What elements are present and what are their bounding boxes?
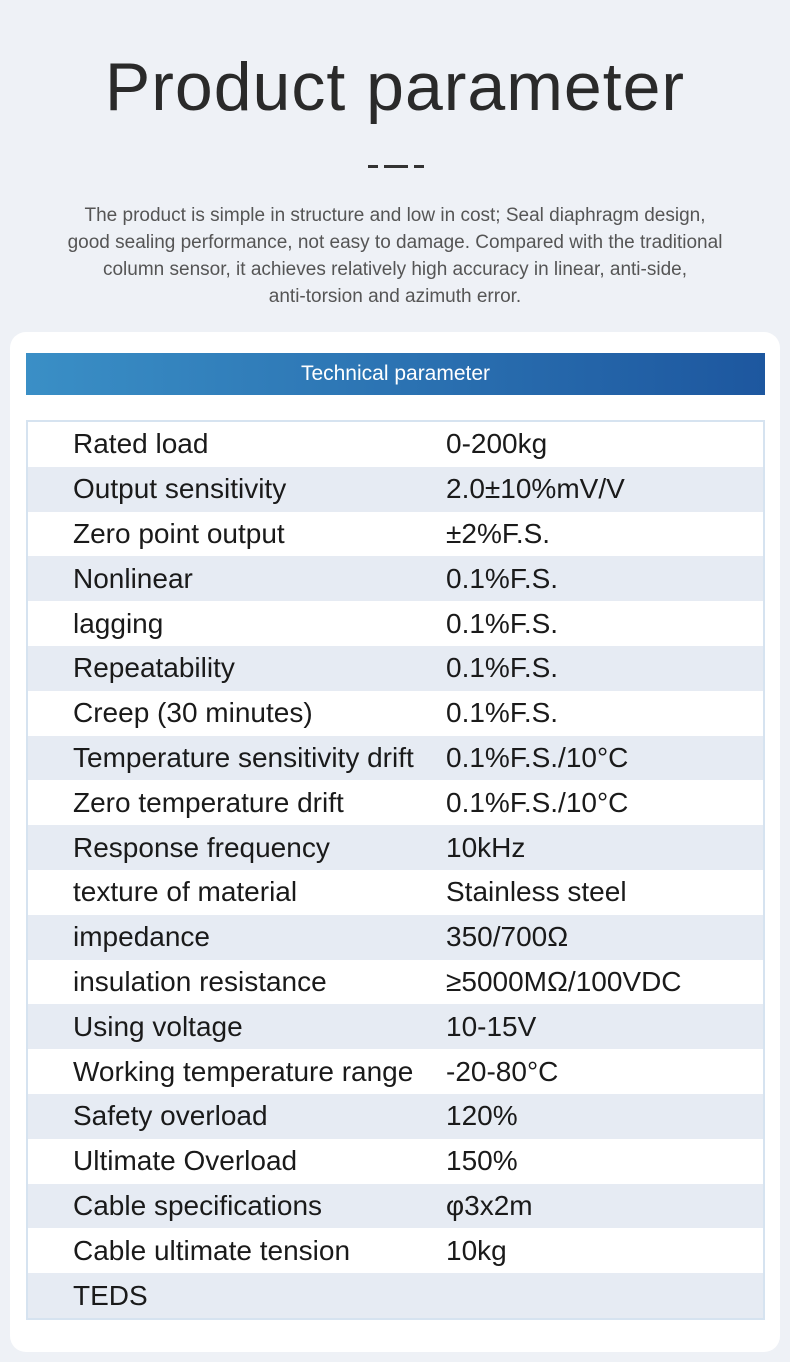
param-value: 10-15V: [446, 1010, 537, 1042]
table-row: Rated load 0-200kg: [28, 422, 763, 467]
param-value: 10kHz: [446, 831, 526, 863]
param-value: 10kg: [446, 1234, 507, 1266]
param-name: texture of material: [73, 876, 298, 908]
description: The product is simple in structure and l…: [20, 202, 770, 310]
param-value: 150%: [446, 1145, 518, 1177]
param-value: 2.0±10%mV/V: [446, 473, 625, 505]
param-name: Rated load: [73, 428, 209, 460]
param-name: Using voltage: [73, 1010, 243, 1042]
param-name: Creep (30 minutes): [73, 697, 313, 729]
table-row: Zero temperature drift 0.1%F.S./10°C: [28, 780, 763, 825]
table-title: Technical parameter: [26, 353, 765, 395]
param-value: ±2%F.S.: [446, 517, 551, 549]
param-name: Zero point output: [73, 517, 285, 549]
param-name: lagging: [73, 607, 164, 639]
param-value: Stainless steel: [446, 876, 627, 908]
description-line: The product is simple in structure and l…: [84, 205, 706, 226]
param-value: 0.1%F.S.: [446, 607, 559, 639]
param-name: Output sensitivity: [73, 473, 287, 505]
table-row: lagging 0.1%F.S.: [28, 601, 763, 646]
table-row: Temperature sensitivity drift 0.1%F.S./10…: [28, 735, 763, 781]
table-row: Cable ultimate tension 10kg: [28, 1228, 763, 1273]
param-value: 120%: [446, 1100, 518, 1132]
param-name: Response frequency: [73, 831, 330, 863]
param-value: 350/700Ω: [446, 921, 569, 953]
description-line: good sealing performance, not easy to da…: [67, 232, 723, 253]
param-value: 0-200kg: [446, 428, 548, 460]
table-row: Response frequency 10kHz: [28, 825, 763, 870]
param-value: 0.1%F.S./10°C: [446, 741, 629, 773]
table-row: impedance 350/700Ω: [28, 914, 763, 960]
param-name: insulation resistance: [73, 965, 327, 997]
param-name: Zero temperature drift: [73, 786, 344, 818]
table-row: TEDS: [28, 1273, 763, 1318]
divider: [368, 165, 424, 168]
table-row: Cable specifications φ3x2m: [28, 1183, 763, 1229]
param-name: impedance: [73, 921, 210, 953]
page-title: Product parameter: [104, 49, 686, 125]
description-line: anti-torsion and azimuth error.: [268, 286, 522, 307]
table-row: texture of material Stainless steel: [28, 870, 763, 915]
param-value: 0.1%F.S./10°C: [446, 786, 629, 818]
table-row: Zero point output ±2%F.S.: [28, 512, 763, 557]
param-name: Safety overload: [73, 1100, 268, 1132]
param-name: Cable ultimate tension: [73, 1234, 351, 1266]
param-name: Working temperature range: [73, 1055, 414, 1087]
table-row: Using voltage 10-15V: [28, 1004, 763, 1050]
table-row: Nonlinear 0.1%F.S.: [28, 556, 763, 602]
param-value: ≥5000MΩ/100VDC: [446, 965, 682, 997]
param-value: 0.1%F.S.: [446, 697, 559, 729]
param-name: Ultimate Overload: [73, 1145, 298, 1177]
description-line: column sensor, it achieves relatively hi…: [102, 259, 687, 280]
table-row: Ultimate Overload 150%: [28, 1139, 763, 1184]
table-row: Repeatability 0.1%F.S.: [28, 645, 763, 691]
table-row: Safety overload 120%: [28, 1093, 763, 1139]
param-value: -20-80°C: [446, 1055, 559, 1087]
param-value: φ3x2m: [446, 1189, 533, 1221]
param-value: 0.1%F.S.: [446, 652, 559, 684]
param-value: 0.1%F.S.: [446, 562, 559, 594]
table-row: Working temperature range -20-80°C: [28, 1049, 763, 1094]
param-name: Cable specifications: [73, 1189, 323, 1221]
table-row: Creep (30 minutes) 0.1%F.S.: [28, 691, 763, 736]
param-name: Temperature sensitivity drift: [73, 741, 414, 773]
param-name: Nonlinear: [73, 562, 193, 594]
param-name: TEDS: [73, 1279, 148, 1311]
spec-table: Rated load 0-200kg Output sensitivity 2.0±1…: [26, 420, 765, 1320]
table-row: Output sensitivity 2.0±10%mV/V: [28, 466, 763, 512]
table-row: insulation resistance ≥5000MΩ/100VDC: [28, 960, 763, 1005]
param-name: Repeatability: [73, 652, 235, 684]
